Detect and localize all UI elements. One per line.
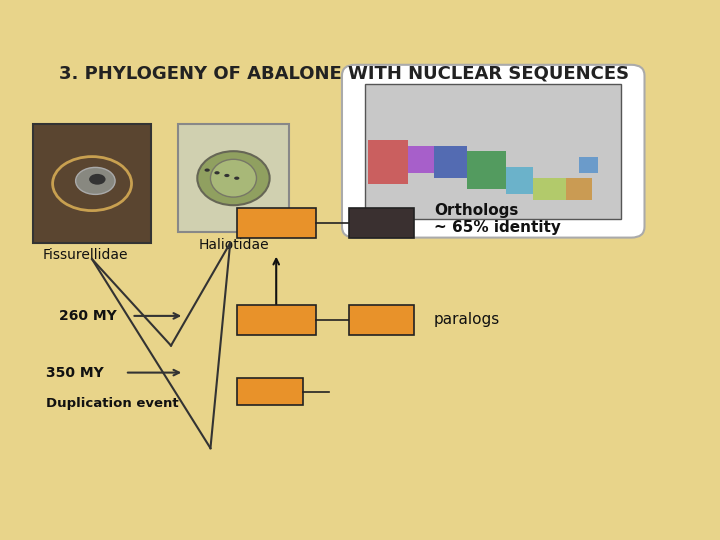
Bar (237, 378, 302, 405)
Bar (178, 124, 289, 232)
Bar (369, 140, 408, 184)
Text: Duplication event: Duplication event (46, 397, 179, 410)
Bar (533, 178, 566, 200)
Bar (348, 208, 414, 238)
Bar (579, 157, 598, 173)
Ellipse shape (76, 167, 115, 194)
Text: Haliotidae: Haliotidae (198, 238, 269, 252)
Text: Orthologs
~ 65% identity: Orthologs ~ 65% identity (434, 202, 561, 235)
Text: 3. PHYLOGENY OF ABALONE WITH NUCLEAR SEQUENCES: 3. PHYLOGENY OF ABALONE WITH NUCLEAR SEQ… (59, 65, 629, 83)
Ellipse shape (234, 177, 239, 180)
Bar (33, 124, 151, 243)
Text: 260 MY: 260 MY (59, 309, 117, 323)
FancyBboxPatch shape (342, 65, 644, 238)
Text: Fissurellidae: Fissurellidae (42, 248, 128, 262)
Bar (237, 305, 315, 335)
Ellipse shape (197, 151, 269, 205)
Ellipse shape (215, 171, 220, 174)
Bar (434, 146, 467, 178)
Bar (408, 146, 434, 173)
Bar (237, 208, 315, 238)
Bar (348, 305, 414, 335)
Bar (365, 84, 621, 219)
Bar (506, 167, 533, 194)
Text: 350 MY: 350 MY (46, 366, 104, 380)
Text: paralogs: paralogs (434, 312, 500, 327)
Bar (566, 178, 592, 200)
Bar (467, 151, 506, 189)
Ellipse shape (210, 159, 256, 197)
Ellipse shape (204, 168, 210, 172)
Ellipse shape (224, 174, 230, 177)
Ellipse shape (89, 174, 106, 185)
